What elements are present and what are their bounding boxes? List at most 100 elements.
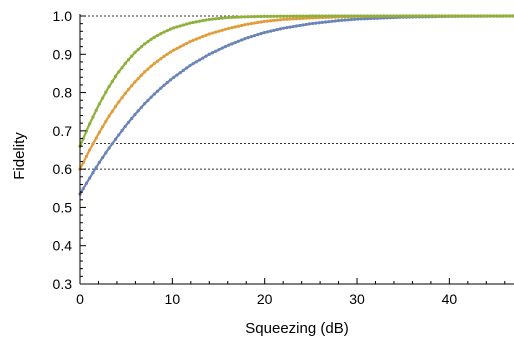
data-point — [168, 78, 173, 82]
data-point — [113, 137, 118, 141]
data-point — [353, 17, 357, 21]
data-point — [343, 18, 347, 22]
data-point — [498, 14, 502, 18]
data-point — [298, 16, 302, 21]
data-point — [327, 14, 331, 18]
data-point — [369, 16, 373, 21]
data-point — [243, 37, 247, 41]
data-point — [333, 19, 337, 23]
data-point — [217, 48, 221, 52]
data-point — [146, 67, 150, 71]
data-point — [414, 14, 418, 18]
data-point — [495, 14, 499, 18]
data-point — [107, 84, 111, 89]
y-tick-label: 0.4 — [53, 238, 73, 254]
data-point — [110, 142, 114, 146]
data-point — [282, 14, 286, 18]
data-point — [252, 34, 257, 38]
data-point — [362, 14, 367, 18]
data-point — [314, 14, 318, 18]
data-point — [194, 60, 198, 64]
data-point — [146, 40, 150, 44]
data-point — [359, 17, 363, 21]
data-point — [139, 105, 144, 109]
data-point — [288, 14, 292, 18]
data-point — [188, 21, 192, 25]
data-point — [146, 98, 150, 103]
x-tick-label: 10 — [165, 291, 181, 307]
data-point — [466, 14, 470, 18]
data-point — [239, 23, 244, 28]
data-point — [88, 122, 92, 126]
data-point — [233, 40, 237, 45]
data-point — [252, 21, 257, 25]
data-point — [107, 114, 111, 118]
data-point — [330, 19, 334, 23]
data-point — [288, 17, 292, 21]
data-point — [175, 46, 179, 51]
data-point — [291, 14, 295, 18]
data-point — [91, 142, 95, 146]
data-point — [307, 22, 312, 26]
data-point — [317, 21, 321, 25]
data-point — [301, 14, 305, 18]
data-point — [194, 20, 198, 24]
data-point — [246, 22, 250, 26]
data-point — [84, 154, 89, 158]
data-point — [511, 14, 514, 18]
data-point — [488, 14, 493, 18]
data-point — [249, 35, 253, 39]
data-point — [311, 21, 315, 26]
data-point — [88, 148, 92, 152]
data-point — [191, 38, 195, 42]
data-point — [162, 54, 166, 58]
data-point — [398, 14, 402, 18]
data-point — [346, 18, 350, 22]
data-point — [366, 14, 370, 18]
data-point — [130, 54, 134, 58]
data-point — [217, 29, 221, 33]
data-point — [133, 80, 137, 84]
data-point — [269, 14, 273, 18]
data-point — [256, 20, 260, 25]
data-point — [172, 75, 176, 80]
data-point — [110, 109, 114, 113]
data-point — [197, 36, 202, 40]
data-point — [346, 14, 350, 18]
data-point — [475, 14, 480, 18]
data-point — [104, 151, 108, 155]
data-point — [246, 15, 250, 19]
axes — [79, 14, 514, 285]
y-tick-label: 0.7 — [53, 123, 73, 139]
data-point — [301, 16, 305, 20]
data-point — [456, 14, 460, 18]
data-point — [233, 15, 237, 19]
data-point — [204, 33, 208, 37]
data-point — [320, 14, 324, 18]
data-point — [159, 57, 163, 61]
data-point — [446, 14, 451, 18]
data-point — [117, 70, 121, 74]
data-point — [417, 14, 421, 18]
data-point — [227, 26, 231, 31]
data-point — [143, 42, 147, 46]
data-point — [362, 17, 367, 21]
data-point — [272, 14, 276, 18]
data-point — [472, 14, 476, 18]
data-point — [307, 14, 312, 18]
data-point — [185, 41, 189, 46]
data-point — [382, 14, 386, 18]
data-point — [117, 100, 121, 104]
data-point — [353, 14, 357, 18]
data-point — [168, 50, 173, 54]
data-point — [159, 32, 163, 36]
data-point — [479, 14, 483, 18]
data-point — [278, 27, 282, 31]
data-point — [178, 71, 182, 75]
data-point — [275, 18, 279, 22]
y-axis-ticks: 0.3 0.4 0.5 0.6 0.7 0.8 0.9 1.0 — [53, 8, 86, 292]
data-point — [188, 40, 192, 44]
data-point — [214, 30, 218, 34]
data-series — [78, 14, 514, 196]
data-point — [101, 96, 105, 100]
